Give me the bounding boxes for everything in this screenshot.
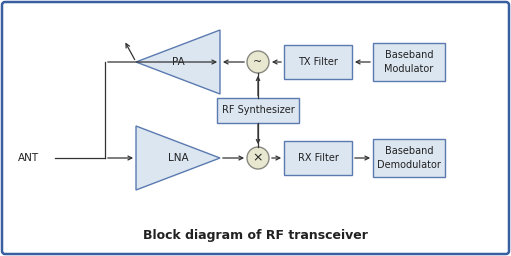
Text: RX Filter: RX Filter [297, 153, 338, 163]
Circle shape [247, 51, 269, 73]
Circle shape [247, 147, 269, 169]
Polygon shape [136, 126, 220, 190]
Text: Baseband
Modulator: Baseband Modulator [384, 50, 434, 74]
Bar [373, 43, 445, 81]
Text: Block diagram of RF transceiver: Block diagram of RF transceiver [143, 229, 367, 242]
Polygon shape [136, 30, 220, 94]
Bar [217, 98, 299, 123]
Text: RF Synthesizer: RF Synthesizer [222, 105, 294, 115]
Bar [284, 141, 352, 175]
FancyBboxPatch shape [2, 2, 509, 254]
Bar [373, 139, 445, 177]
Text: PA: PA [172, 57, 184, 67]
Bar [284, 45, 352, 79]
Text: ~: ~ [253, 57, 263, 67]
Text: ×: × [253, 152, 263, 165]
Text: ANT: ANT [18, 153, 39, 163]
Text: TX Filter: TX Filter [298, 57, 338, 67]
Text: LNA: LNA [168, 153, 189, 163]
Text: Baseband
Demodulator: Baseband Demodulator [377, 146, 441, 169]
